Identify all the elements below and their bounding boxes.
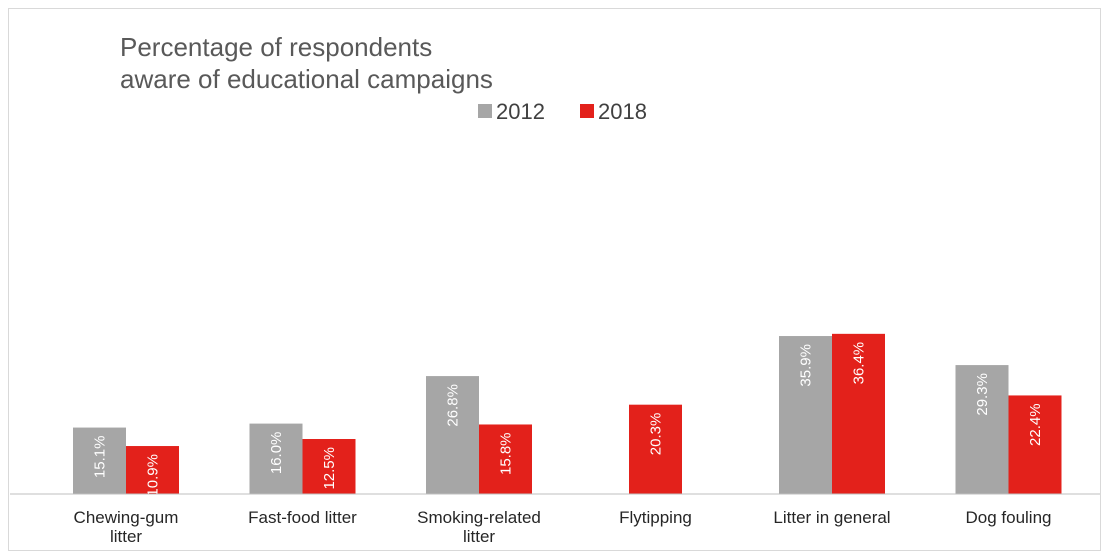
chart-title-line-2: aware of educational campaigns — [120, 64, 493, 94]
chart-frame — [8, 8, 1101, 551]
bar-2012-4 — [779, 336, 832, 494]
legend-swatch-2012 — [478, 104, 492, 118]
value-label-2018-2: 15.8% — [498, 432, 515, 475]
bar-2012-5 — [955, 365, 1009, 494]
bars — [73, 333, 1062, 494]
legend: 2012 2018 — [478, 99, 647, 124]
bar-2018-0 — [126, 446, 179, 494]
bar-2018-4 — [832, 333, 885, 494]
bar-2012-0 — [73, 427, 126, 494]
category-label-2-1: litter — [463, 527, 495, 546]
value-label-2012-5: 29.3% — [974, 373, 991, 416]
value-label-2018-0: 10.9% — [145, 454, 162, 497]
value-label-2012-4: 35.9% — [798, 344, 815, 387]
legend-label-2012: 2012 — [496, 99, 545, 124]
category-label-4-0: Litter in general — [773, 508, 890, 527]
bar-2018-2 — [479, 424, 532, 494]
category-label-3-0: Flytipping — [619, 508, 692, 527]
category-label-0-1: litter — [110, 527, 142, 546]
category-label-5-0: Dog fouling — [965, 508, 1051, 527]
category-label-2-0: Smoking-related — [417, 508, 541, 527]
value-label-2018-3: 20.3% — [648, 413, 665, 456]
legend-swatch-2018 — [580, 104, 594, 118]
bar-2012-1 — [249, 423, 303, 494]
value-label-2018-1: 12.5% — [321, 447, 338, 490]
category-label-0-0: Chewing-gum — [74, 508, 179, 527]
value-label-2018-5: 22.4% — [1027, 403, 1044, 446]
bar-2012-2 — [426, 376, 479, 494]
value-labels: 15.1% 10.9% 16.0% 12.5% 26.8% 15.8% 20.3% 35.9%… — [92, 342, 1045, 497]
bar-2018-1 — [302, 439, 356, 494]
value-label-2012-2: 26.8% — [445, 384, 462, 427]
bar-2018-5 — [1008, 395, 1062, 494]
bar-2018-3 — [629, 404, 682, 494]
chart-title-line-1: Percentage of respondents — [120, 32, 432, 62]
value-label-2012-0: 15.1% — [92, 436, 109, 479]
legend-label-2018: 2018 — [598, 99, 647, 124]
value-label-2018-4: 36.4% — [851, 342, 868, 385]
category-label-1-0: Fast-food litter — [248, 508, 357, 527]
value-label-2012-1: 16.0% — [268, 432, 285, 475]
